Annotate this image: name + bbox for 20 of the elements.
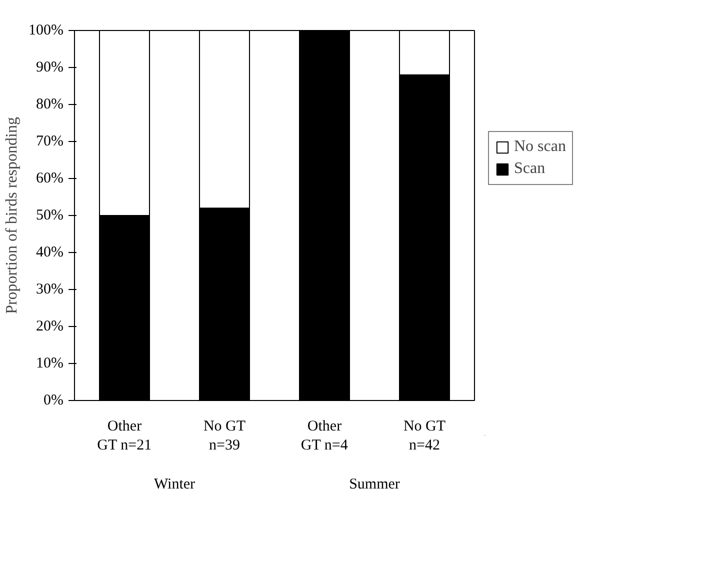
legend-label: No scan — [514, 138, 566, 156]
y-tick-label: 10% — [36, 356, 64, 372]
y-tick-label: 50% — [36, 208, 64, 224]
y-axis-title: Proportion of birds responding — [4, 117, 21, 314]
x-tick-label: Other GT n=21 — [97, 418, 152, 454]
y-tick-label: 0% — [44, 392, 64, 408]
y-tick-label: 70% — [36, 134, 64, 150]
x-tick-label: Other GT n=4 — [300, 418, 348, 454]
y-tick-label: 40% — [36, 244, 64, 260]
y-tick-label: 20% — [36, 318, 64, 334]
legend-label: Scan — [514, 160, 546, 178]
text: Winter — [154, 476, 196, 492]
x-tick-label: No GT n=39 — [203, 418, 246, 454]
y-tick-label: 30% — [36, 282, 64, 298]
y-tick-label: 100% — [28, 22, 64, 38]
text: Summer — [349, 476, 400, 492]
y-tick-label: 90% — [36, 60, 64, 76]
y-tick-label: 80% — [36, 96, 64, 112]
x-tick-label: No GT n=42 — [403, 418, 446, 454]
y-tick-label: 60% — [36, 170, 64, 186]
